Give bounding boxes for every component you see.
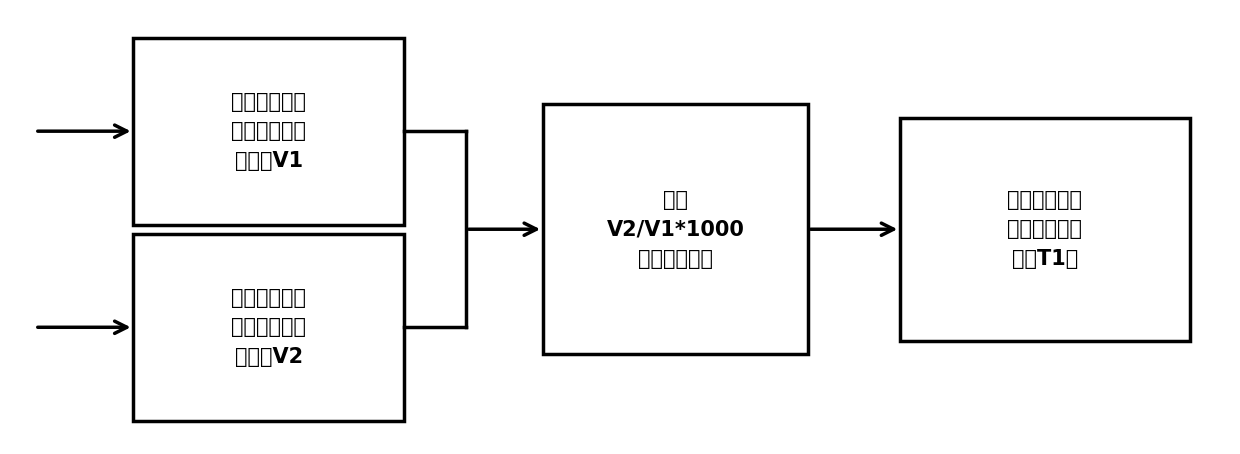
Text: 标准电压电路
测试传感器输
出电压V2: 标准电压电路 测试传感器输 出电压V2 <box>232 288 306 367</box>
Bar <box>134 234 404 421</box>
Bar <box>543 104 807 354</box>
Bar <box>134 38 404 225</box>
Text: 标准电压电路
测试传感器供
电电压V1: 标准电压电路 测试传感器供 电电压V1 <box>232 92 306 171</box>
Text: 计算
V2/V1*1000
获得信号比値: 计算 V2/V1*1000 获得信号比値 <box>606 190 744 269</box>
Bar <box>900 118 1189 340</box>
Text: 使用分段线性
公式计算滑油
温度T1値: 使用分段线性 公式计算滑油 温度T1値 <box>1007 190 1083 269</box>
